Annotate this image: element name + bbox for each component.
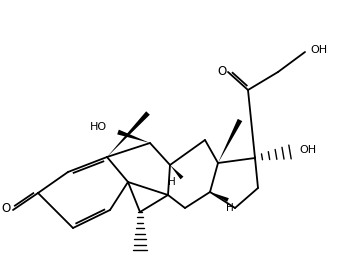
Text: OH: OH (300, 145, 316, 155)
Text: O: O (218, 64, 227, 77)
Text: OH: OH (310, 45, 328, 55)
Text: HO: HO (89, 122, 107, 132)
Text: O: O (1, 203, 11, 216)
Text: H: H (226, 203, 234, 213)
Text: H: H (168, 177, 176, 187)
Polygon shape (117, 130, 150, 143)
Polygon shape (170, 165, 183, 179)
Polygon shape (218, 119, 242, 163)
Polygon shape (210, 192, 229, 202)
Polygon shape (107, 111, 150, 157)
